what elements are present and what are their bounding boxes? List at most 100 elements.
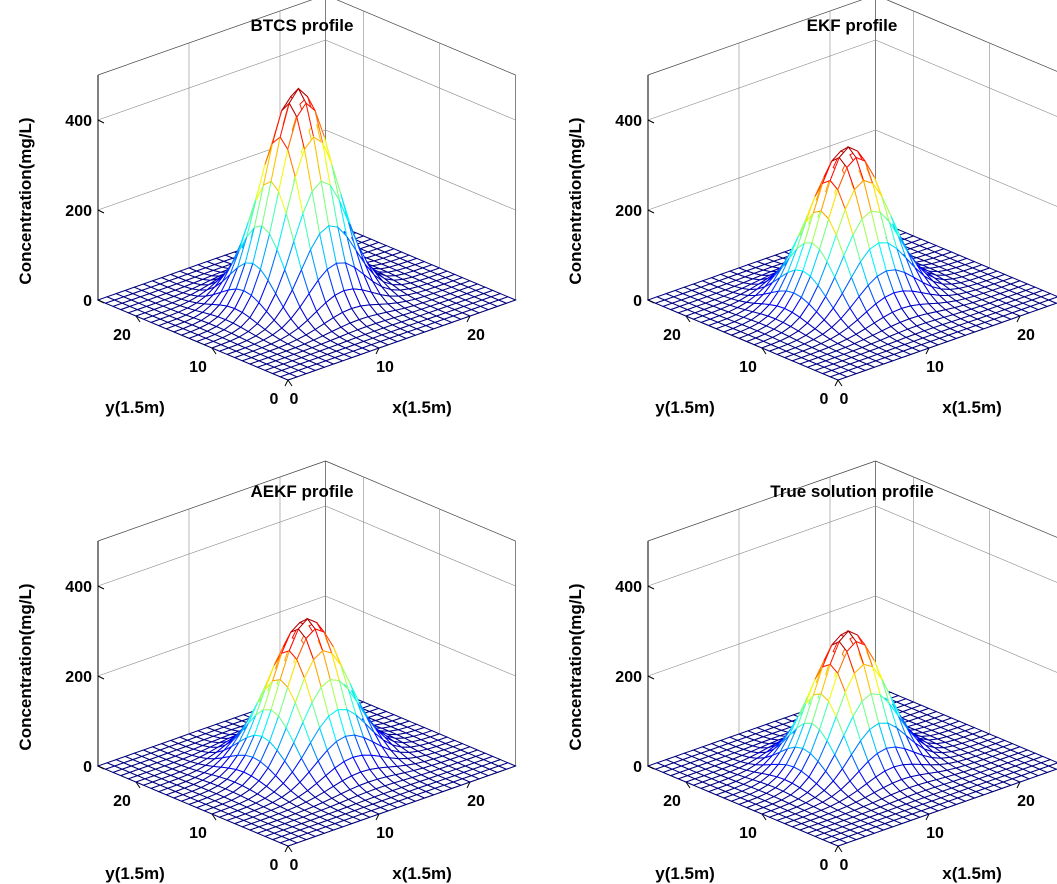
z-tick-mark: [647, 209, 655, 214]
x-tick-label: 20: [467, 327, 485, 344]
z-tick-mark: [97, 119, 105, 124]
box-edge: [97, 460, 326, 542]
panel-title: BTCS profile: [251, 16, 354, 35]
box-edge: [336, 0, 516, 76]
z-tick-label: 0: [83, 759, 92, 776]
z-tick-label: 200: [615, 203, 642, 220]
x-tick-label: 0: [840, 857, 849, 874]
y-tick-mark: [837, 845, 843, 853]
surface-cell: [497, 762, 517, 770]
y-tick-label: 0: [270, 391, 279, 408]
y-tick-label: 10: [189, 825, 207, 842]
x-tick-mark: [834, 379, 839, 387]
y-tick-mark: [135, 315, 141, 323]
z-gridline: [875, 505, 1057, 583]
y-tick-mark: [287, 379, 293, 387]
x-tick-label: 10: [376, 825, 394, 842]
x-tick-label: 10: [926, 359, 944, 376]
x-axis-label: x(1.5m): [392, 864, 452, 883]
z-gridline: [875, 39, 1057, 117]
x-tick-mark: [1016, 781, 1021, 789]
y-tick-mark: [837, 379, 843, 387]
x-tick-label: 10: [926, 825, 944, 842]
z-tick-mark: [647, 119, 655, 124]
z-gridline: [647, 129, 876, 211]
z-gridline: [647, 595, 876, 677]
z-tick-label: 200: [615, 669, 642, 686]
box-edge: [647, 0, 863, 76]
y-tick-mark: [135, 781, 141, 789]
z-gridline: [97, 505, 326, 587]
y-tick-label: 20: [113, 327, 131, 344]
surface-cell: [1047, 296, 1057, 304]
y-tick-label: 10: [739, 359, 757, 376]
z-tick-label: 400: [615, 579, 642, 596]
z-tick-label: 400: [615, 113, 642, 130]
panel-title: True solution profile: [770, 482, 933, 501]
y-tick-label: 0: [820, 857, 829, 874]
y-tick-mark: [211, 813, 217, 821]
y-tick-label: 10: [739, 825, 757, 842]
box-edge: [875, 460, 1057, 538]
y-tick-label: 10: [189, 359, 207, 376]
x-tick-label: 20: [1017, 327, 1035, 344]
x-tick-mark: [834, 845, 839, 853]
x-tick-label: 10: [376, 359, 394, 376]
z-gridline: [875, 595, 1057, 673]
z-tick-mark: [647, 299, 655, 304]
surface-mesh: [96, 617, 517, 847]
x-tick-label: 0: [290, 391, 299, 408]
y-tick-mark: [761, 813, 767, 821]
y-tick-label: 0: [820, 391, 829, 408]
y-tick-mark: [761, 347, 767, 355]
y-tick-label: 20: [663, 327, 681, 344]
z-tick-mark: [647, 675, 655, 680]
z-tick-mark: [647, 585, 655, 590]
z-tick-label: 200: [65, 203, 92, 220]
surface-cell: [1047, 762, 1057, 770]
z-gridline: [325, 505, 516, 587]
y-tick-label: 0: [270, 857, 279, 874]
y-tick-mark: [685, 315, 691, 323]
z-gridline: [325, 129, 516, 211]
surface-mesh: [646, 629, 1057, 847]
y-tick-mark: [287, 845, 293, 853]
y-axis-label: y(1.5m): [105, 864, 165, 883]
z-gridline: [647, 39, 876, 121]
x-tick-mark: [925, 347, 930, 355]
x-axis-label: x(1.5m): [392, 398, 452, 417]
panel-title: AEKF profile: [251, 482, 354, 501]
box-edge: [647, 460, 876, 542]
z-tick-label: 400: [65, 113, 92, 130]
x-axis-label: x(1.5m): [942, 864, 1002, 883]
z-gridline: [97, 39, 326, 121]
x-tick-mark: [1016, 315, 1021, 323]
z-gridline: [875, 129, 1057, 207]
x-tick-mark: [284, 845, 289, 853]
x-tick-mark: [375, 813, 380, 821]
z-axis-label: Concentration(mg/L): [566, 583, 585, 750]
x-axis-label: x(1.5m): [942, 398, 1002, 417]
x-tick-label: 20: [1017, 793, 1035, 810]
surface-mesh: [96, 87, 517, 381]
z-tick-mark: [97, 675, 105, 680]
z-tick-mark: [97, 585, 105, 590]
y-axis-label: y(1.5m): [655, 398, 715, 417]
z-tick-label: 0: [633, 293, 642, 310]
x-tick-mark: [466, 315, 471, 323]
surface-cell: [497, 296, 517, 304]
z-tick-mark: [97, 765, 105, 770]
z-tick-label: 0: [83, 293, 92, 310]
z-tick-mark: [647, 765, 655, 770]
x-tick-label: 0: [290, 857, 299, 874]
y-tick-mark: [685, 781, 691, 789]
x-tick-mark: [925, 813, 930, 821]
z-gridline: [325, 595, 516, 677]
z-tick-mark: [97, 299, 105, 304]
x-tick-mark: [284, 379, 289, 387]
y-axis-label: y(1.5m): [655, 864, 715, 883]
z-tick-label: 400: [65, 579, 92, 596]
